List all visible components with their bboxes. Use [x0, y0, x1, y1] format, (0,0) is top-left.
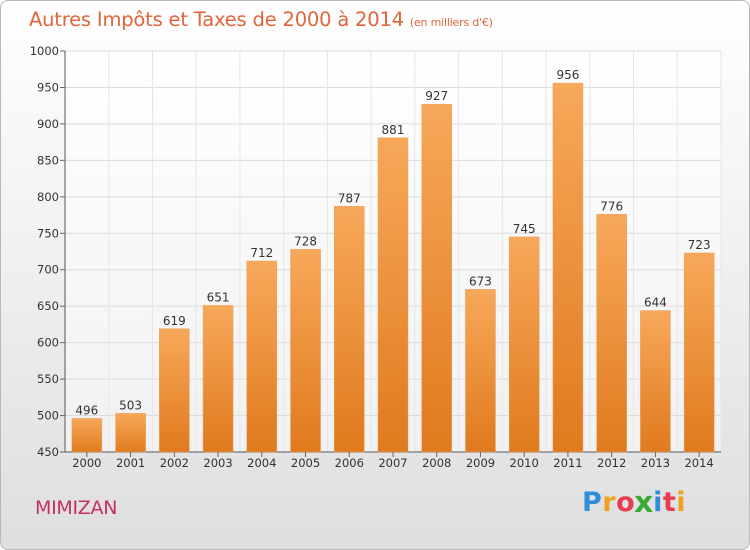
- y-tick-label: 850: [37, 153, 59, 167]
- y-tick-label: 500: [37, 409, 59, 423]
- bar-2007: [377, 137, 409, 453]
- data-label: 881: [382, 123, 405, 137]
- bar-2003: [202, 305, 234, 453]
- bar-2013: [640, 310, 671, 453]
- data-label: 712: [250, 246, 273, 260]
- logo-letter: r: [602, 487, 617, 518]
- data-label: 776: [600, 199, 623, 213]
- chart-title: Autres Impôts et Taxes de 2000 à 2014 (en…: [29, 8, 493, 31]
- data-label: 787: [338, 191, 361, 205]
- y-tick-label: 450: [37, 445, 59, 459]
- x-tick-label: 2005: [291, 456, 320, 470]
- data-label: 644: [644, 296, 667, 310]
- bar-2011: [552, 82, 584, 453]
- data-label: 956: [556, 68, 579, 82]
- chart-subtitle: (en milliers d'€): [409, 16, 493, 29]
- y-tick-label: 650: [37, 299, 59, 313]
- y-tick-label: 750: [37, 226, 59, 240]
- bar-2001: [115, 413, 146, 453]
- proxiti-logo[interactable]: Proxiti: [582, 485, 687, 520]
- x-tick-label: 2009: [466, 456, 495, 470]
- x-tick-label: 2012: [597, 456, 626, 470]
- x-tick-label: 2000: [72, 456, 101, 470]
- logo-letter: i: [653, 487, 663, 518]
- logo-letter: P: [582, 487, 603, 518]
- y-tick-label: 600: [37, 336, 59, 350]
- y-tick-label: 550: [37, 372, 59, 386]
- bar-2014: [683, 252, 715, 453]
- data-label: 927: [425, 89, 448, 103]
- x-tick-label: 2007: [378, 456, 407, 470]
- y-tick-label: 1000: [30, 44, 59, 58]
- bar-2006: [334, 206, 365, 453]
- data-label: 673: [469, 274, 492, 288]
- data-label: 651: [207, 290, 230, 304]
- bar-2008: [421, 103, 452, 453]
- bar-2004: [246, 260, 278, 453]
- logo-letter: i: [676, 487, 687, 518]
- bar-2009: [465, 289, 496, 453]
- x-tick-label: 2004: [247, 456, 276, 470]
- bar-2002: [159, 328, 190, 453]
- x-tick-label: 2008: [422, 456, 451, 470]
- bar-2000: [71, 418, 103, 453]
- logo-letter: o: [616, 487, 636, 518]
- x-tick-label: 2001: [116, 456, 145, 470]
- x-tick-label: 2006: [335, 456, 364, 470]
- place-name: MIMIZAN: [35, 497, 118, 519]
- y-tick-label: 900: [37, 117, 59, 131]
- data-label: 496: [75, 403, 98, 417]
- data-label: 723: [688, 238, 711, 252]
- x-tick-label: 2014: [684, 456, 713, 470]
- y-tick-label: 950: [37, 80, 59, 94]
- bar-2005: [290, 249, 321, 453]
- x-tick-label: 2002: [160, 456, 189, 470]
- x-tick-label: 2003: [203, 456, 232, 470]
- bar-2010: [508, 236, 540, 453]
- data-label: 503: [119, 398, 142, 412]
- x-tick-label: 2010: [510, 456, 539, 470]
- data-label: 745: [513, 222, 536, 236]
- data-label: 728: [294, 234, 317, 248]
- chart-title-text: Autres Impôts et Taxes de 2000 à 2014: [29, 8, 404, 31]
- x-tick-label: 2011: [553, 456, 582, 470]
- logo-letter: x: [634, 485, 655, 520]
- bar-2012: [596, 214, 627, 453]
- y-tick-label: 800: [37, 190, 59, 204]
- y-tick-label: 700: [37, 263, 59, 277]
- logo-letter: t: [662, 487, 677, 518]
- data-label: 619: [163, 314, 186, 328]
- x-tick-label: 2013: [641, 456, 670, 470]
